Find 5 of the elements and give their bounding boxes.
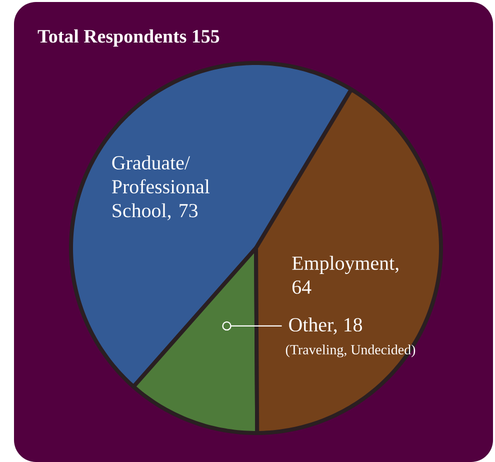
- slice-label: Employment, 64: [292, 256, 398, 294]
- slice-label: Graduate/ Professional School, 73: [112, 156, 210, 220]
- text: (Traveling, Undecided): [286, 344, 416, 358]
- slice-label: Other, 18: [289, 318, 362, 334]
- chart-title: Total Respondents 155: [38, 29, 220, 47]
